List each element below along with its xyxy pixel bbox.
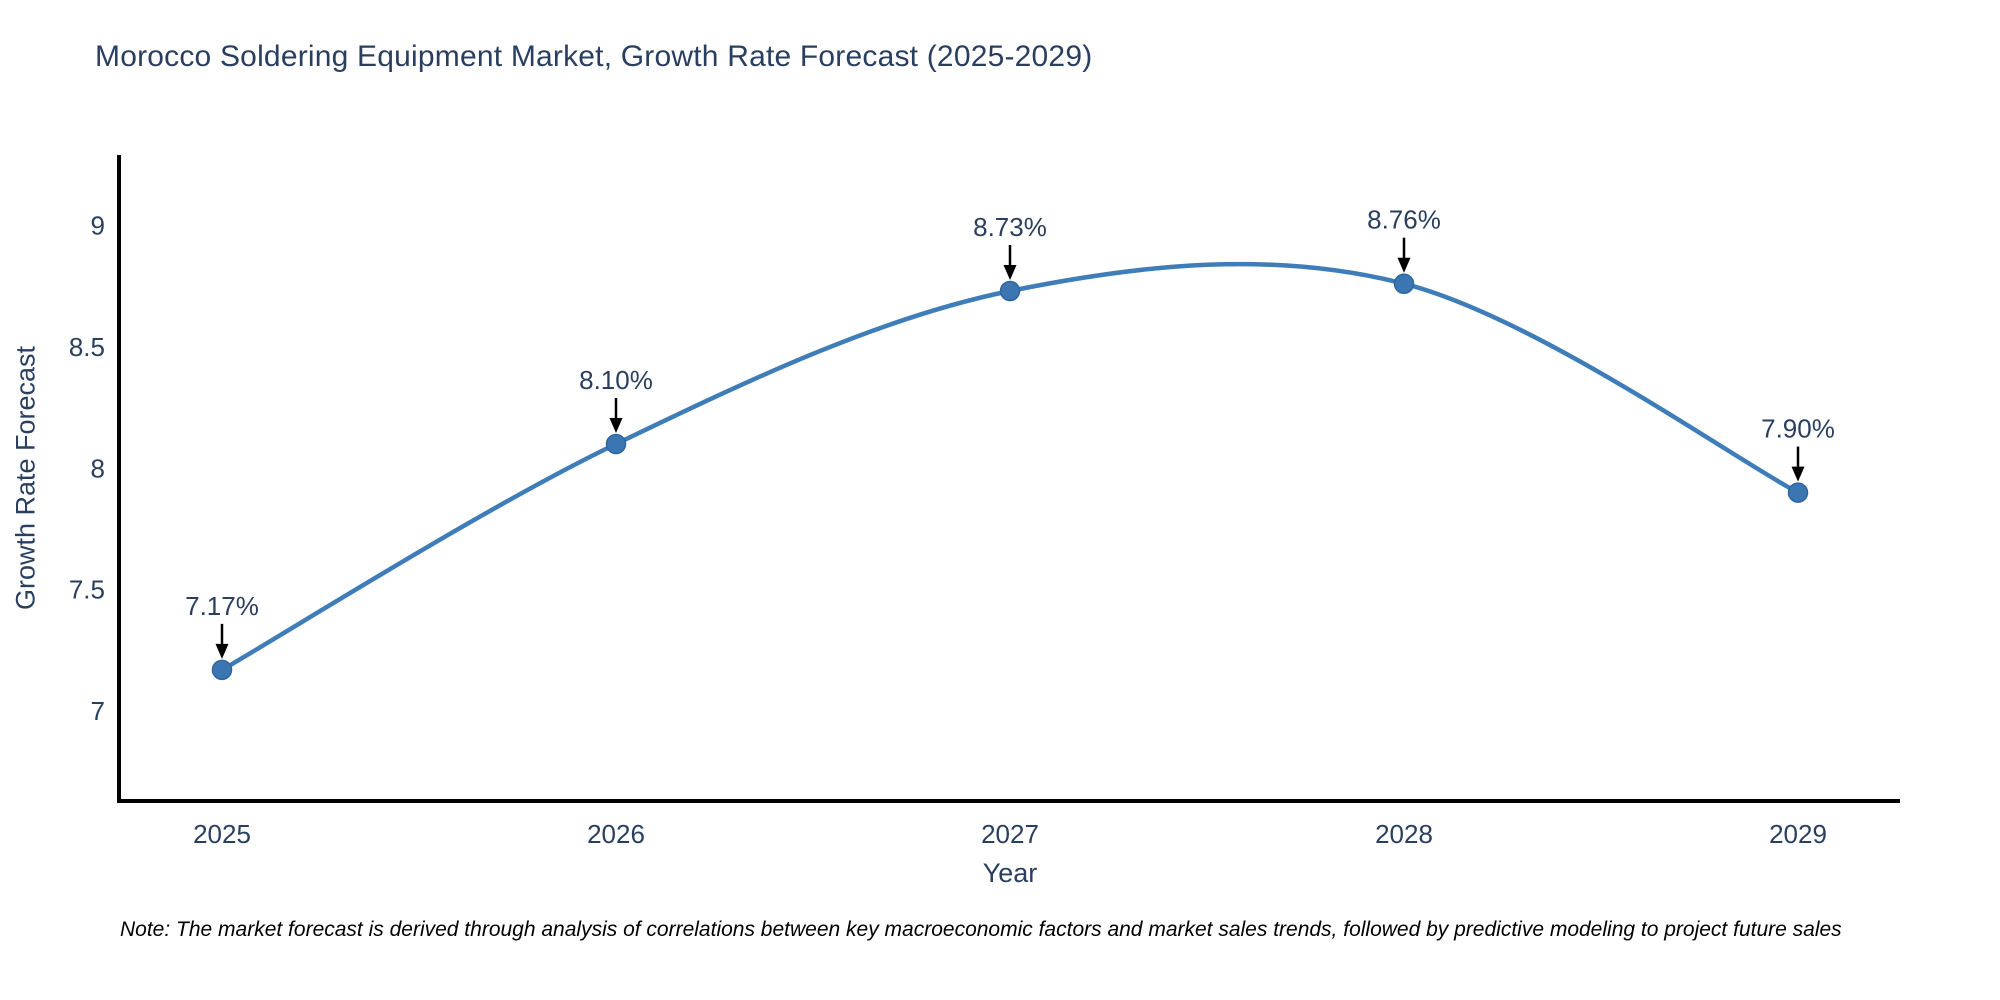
data-point-marker	[1393, 273, 1415, 294]
data-point-value-label: 7.17%	[185, 591, 259, 621]
annotation-arrow-head	[1397, 257, 1411, 273]
y-tick-label: 8.5	[69, 332, 105, 362]
y-tick-label: 7	[91, 696, 105, 726]
footnote: Note: The market forecast is derived thr…	[120, 918, 1842, 941]
data-point-value-label: 8.73%	[973, 212, 1047, 242]
annotation-arrow-head	[1003, 265, 1017, 280]
x-tick-label: 2025	[193, 819, 251, 849]
y-tick-label: 8	[91, 453, 105, 483]
chart-title: Morocco Soldering Equipment Market, Grow…	[95, 40, 1093, 73]
x-tick-label: 2027	[981, 819, 1039, 849]
data-point-marker	[1787, 482, 1809, 503]
data-point-marker	[999, 280, 1021, 302]
x-tick-label: 2028	[1375, 819, 1433, 849]
x-axis-title: Year	[982, 858, 1038, 888]
x-tick-label: 2026	[587, 819, 645, 849]
data-point-value-label: 8.10%	[579, 365, 653, 395]
annotation-arrow-head	[1791, 466, 1805, 482]
forecast-line-series	[219, 261, 1801, 673]
annotation-arrow-head	[215, 643, 229, 659]
data-point-value-label: 7.90%	[1761, 414, 1835, 444]
y-tick-label: 7.5	[69, 575, 105, 605]
y-tick-label: 9	[91, 210, 105, 240]
data-point-marker	[605, 433, 627, 455]
x-tick-label: 2029	[1769, 819, 1827, 849]
data-point-marker	[211, 659, 233, 681]
annotation-arrow-head	[609, 418, 623, 433]
data-point-value-label: 8.76%	[1367, 205, 1441, 235]
